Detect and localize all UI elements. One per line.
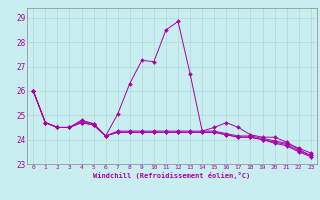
X-axis label: Windchill (Refroidissement éolien,°C): Windchill (Refroidissement éolien,°C): [93, 172, 251, 179]
